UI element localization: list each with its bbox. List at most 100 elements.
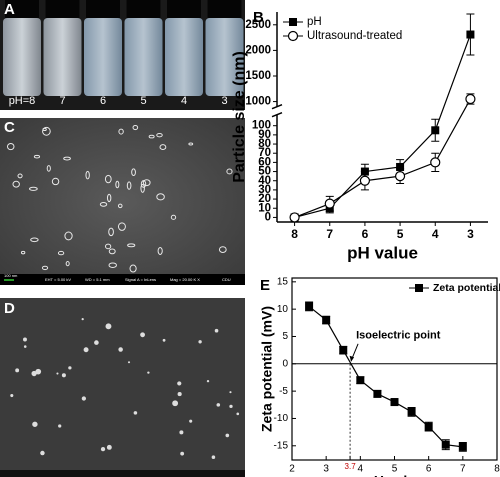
vial-cap	[126, 0, 161, 18]
y-axis-label: Particle size (nm)	[231, 51, 248, 183]
x-tick-label: 8	[291, 227, 298, 241]
particle	[35, 368, 42, 375]
vial-label: pH=8	[9, 95, 36, 107]
panel-label: D	[4, 300, 15, 317]
particle	[105, 323, 112, 330]
particle	[159, 144, 167, 151]
particle	[225, 433, 230, 438]
arrow-head	[349, 355, 355, 362]
vial	[43, 18, 82, 96]
particle	[127, 361, 131, 364]
footer-text: WD = 5.1 mm	[85, 277, 110, 282]
particle	[226, 168, 233, 175]
footer-text: CDU	[222, 277, 231, 282]
particle	[162, 338, 166, 342]
particle	[30, 237, 39, 243]
particle	[42, 127, 47, 132]
vial-label: 4	[181, 95, 187, 107]
particle	[63, 156, 71, 161]
marker	[396, 162, 405, 171]
particle	[100, 446, 106, 452]
particle	[104, 174, 112, 184]
particle	[81, 318, 84, 321]
x-tick-label: 2	[289, 464, 295, 475]
legend-label: Zeta potential	[433, 282, 500, 294]
marker	[441, 440, 450, 449]
y-tick-label: 20	[258, 193, 271, 205]
y-tick-label: 2500	[245, 19, 271, 31]
x-tick-label: 8	[494, 464, 500, 475]
vial	[205, 18, 244, 96]
particle	[40, 450, 45, 456]
particle	[106, 444, 112, 450]
particle	[206, 380, 210, 383]
vial-cap	[86, 0, 120, 18]
vial-label: 6	[100, 95, 106, 107]
legend-label: pH	[307, 16, 322, 28]
vial-cap	[167, 0, 201, 18]
particle	[51, 177, 60, 186]
x-tick-label: 3	[467, 227, 474, 241]
footer-text: EHT = 5.00 kV	[45, 277, 71, 282]
particle	[177, 392, 182, 397]
axis-break	[271, 112, 283, 118]
marker	[415, 284, 423, 292]
vial-cap	[5, 0, 39, 18]
y-tick-label: 1500	[245, 70, 271, 82]
particle	[126, 181, 132, 190]
x-tick-label: 6	[426, 464, 432, 475]
marker	[359, 175, 371, 186]
y-tick-label: 40	[258, 175, 271, 187]
x-axis-label: pH value	[347, 243, 418, 262]
vial-label: 7	[59, 95, 65, 107]
marker	[394, 171, 406, 182]
particle	[140, 183, 145, 193]
particle	[188, 142, 194, 146]
vial-label: 3	[221, 95, 227, 107]
vial	[165, 18, 203, 96]
marker	[465, 93, 476, 105]
marker	[322, 316, 331, 325]
particle	[56, 372, 59, 375]
particle	[147, 371, 150, 374]
axis-break	[271, 104, 283, 110]
annotation: Isoelectric point	[356, 330, 441, 342]
vial	[124, 18, 163, 96]
particle	[104, 243, 112, 250]
particle	[94, 340, 99, 345]
marker	[373, 389, 382, 398]
series-line	[294, 34, 471, 218]
x-tick-label: 3.7	[345, 462, 357, 471]
particle	[156, 193, 165, 201]
x-tick-label: 7	[326, 227, 333, 241]
marker	[356, 376, 365, 385]
particle	[214, 328, 219, 333]
particle	[140, 332, 145, 338]
particle	[106, 193, 112, 203]
vial	[84, 18, 122, 96]
particle	[117, 203, 123, 209]
particle	[236, 412, 240, 416]
y-tick-label: 80	[258, 138, 271, 150]
footer-text: Mag = 20.00 K X	[170, 277, 200, 282]
particle	[15, 368, 20, 373]
particle	[177, 381, 182, 386]
sem-footer	[0, 470, 245, 477]
x-tick-label: 5	[392, 464, 398, 475]
y-tick-label: 0	[265, 211, 271, 223]
particle	[108, 227, 114, 237]
panel-label: E	[260, 277, 270, 294]
particle	[189, 419, 193, 423]
particle	[117, 222, 126, 231]
marker	[431, 126, 440, 135]
footer-text: Signal A = InLens	[125, 277, 156, 282]
y-tick-label: -10	[274, 413, 289, 424]
vial	[3, 18, 41, 96]
series-line	[294, 98, 471, 218]
marker	[458, 442, 467, 451]
series-line	[308, 305, 463, 448]
photo-d	[0, 298, 245, 477]
particle	[28, 186, 38, 191]
sem-footer-text: 100 nm EHT = 5.00 kV WD = 5.1 mm Signal A =…	[4, 273, 231, 282]
